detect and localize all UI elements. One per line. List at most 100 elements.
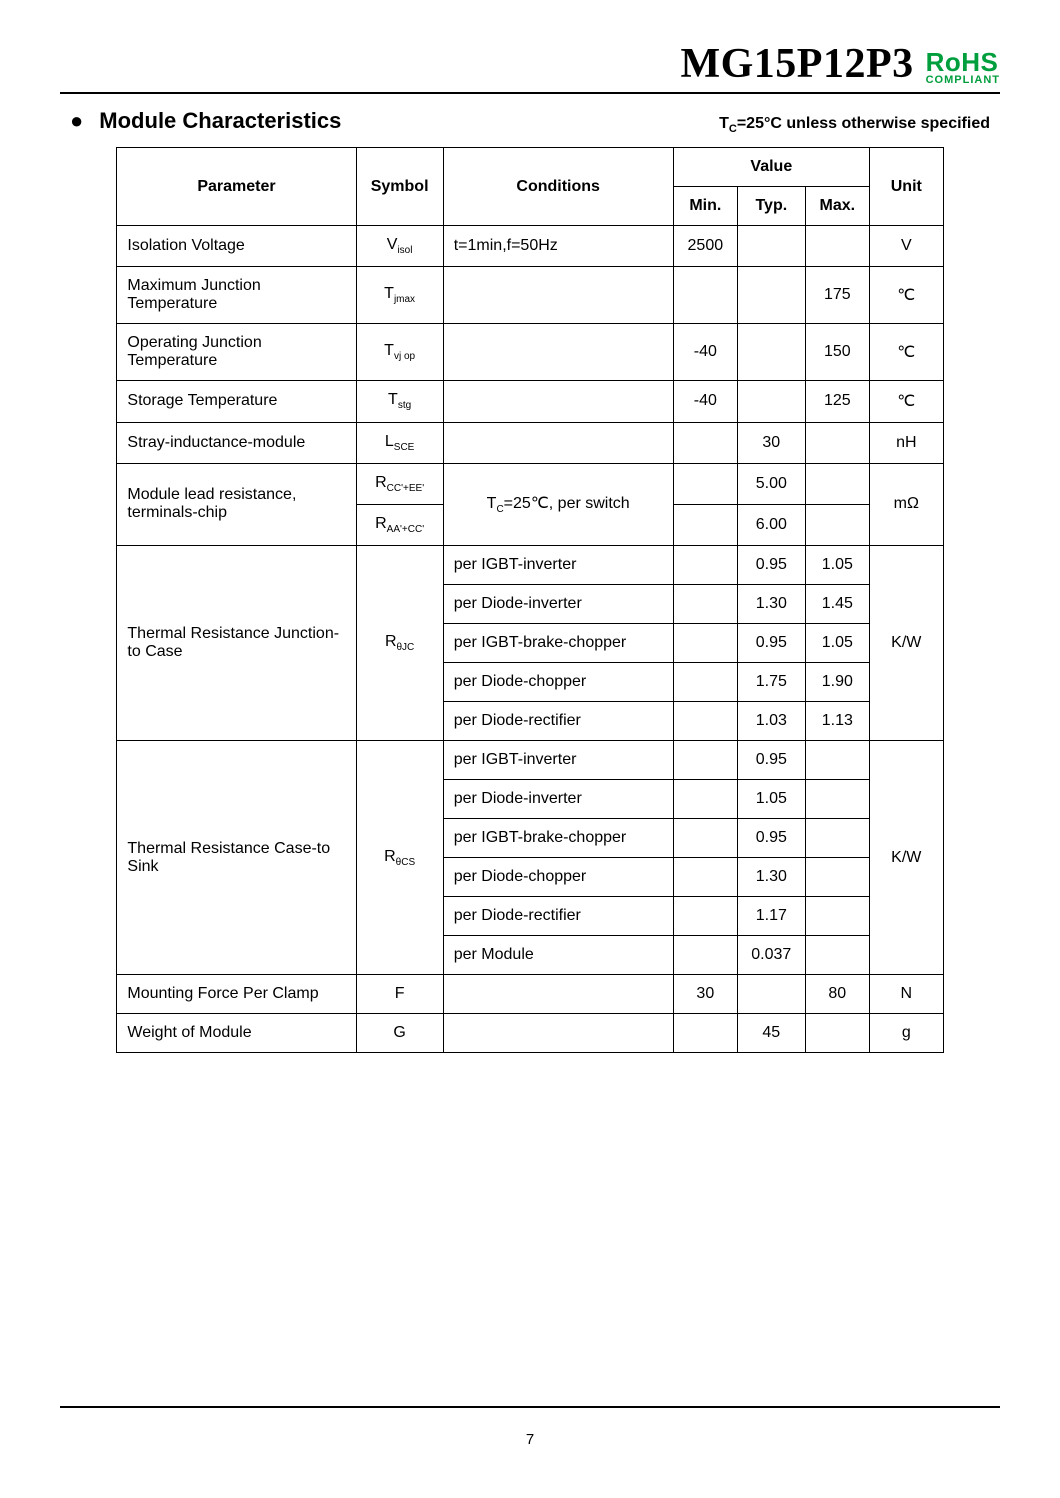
cell-unit: ℃ (869, 324, 943, 381)
cell-min: 30 (673, 975, 737, 1014)
cell-symbol: Tjmax (356, 267, 443, 324)
th-parameter: Parameter (117, 148, 356, 226)
cell-min (673, 1014, 737, 1053)
cell-cond: per Diode-chopper (443, 663, 673, 702)
table-row: Thermal Resistance Junction-to Case RθJC… (117, 546, 943, 585)
cell-param: Weight of Module (117, 1014, 356, 1053)
cell-cond: per Diode-rectifier (443, 897, 673, 936)
cell-max (805, 741, 869, 780)
rohs-badge: RoHS COMPLIANT (926, 49, 1000, 88)
cell-typ: 0.95 (738, 741, 806, 780)
cell-unit: g (869, 1014, 943, 1053)
cell-min (673, 858, 737, 897)
cell-cond: t=1min,f=50Hz (443, 226, 673, 267)
cell-unit: ℃ (869, 381, 943, 422)
cell-cond (443, 381, 673, 422)
th-min: Min. (673, 187, 737, 226)
rohs-label: RoHS (926, 49, 999, 75)
cell-cond (443, 324, 673, 381)
cell-min (673, 546, 737, 585)
footer-rule (60, 1406, 1000, 1408)
cell-max (805, 780, 869, 819)
cell-typ: 0.95 (738, 624, 806, 663)
table-header-row-1: Parameter Symbol Conditions Value Unit (117, 148, 943, 187)
cell-max: 1.45 (805, 585, 869, 624)
cell-max (805, 463, 869, 504)
cell-cond: per IGBT-inverter (443, 546, 673, 585)
note-sub: C (729, 123, 737, 135)
cell-max (805, 897, 869, 936)
cell-min (673, 936, 737, 975)
cell-symbol: LSCE (356, 422, 443, 463)
cell-typ: 45 (738, 1014, 806, 1053)
cell-min (673, 819, 737, 858)
cell-symbol: Visol (356, 226, 443, 267)
cell-param: Operating Junction Temperature (117, 324, 356, 381)
table-row: Stray-inductance-module LSCE 30 nH (117, 422, 943, 463)
cell-unit: V (869, 226, 943, 267)
cell-param: Mounting Force Per Clamp (117, 975, 356, 1014)
cell-typ: 0.037 (738, 936, 806, 975)
cell-typ: 1.03 (738, 702, 806, 741)
cell-cond (443, 422, 673, 463)
table-row: Isolation Voltage Visol t=1min,f=50Hz 25… (117, 226, 943, 267)
th-max: Max. (805, 187, 869, 226)
cell-max (805, 936, 869, 975)
cell-typ: 0.95 (738, 546, 806, 585)
cell-cond: per Module (443, 936, 673, 975)
section-condition-note: TC=25°C unless otherwise specified (719, 115, 990, 135)
cell-cond (443, 267, 673, 324)
rohs-compliant-label: COMPLIANT (926, 75, 1000, 86)
table-row: Thermal Resistance Case-to Sink RθCS per… (117, 741, 943, 780)
cell-param: Thermal Resistance Junction-to Case (117, 546, 356, 741)
cell-min (673, 463, 737, 504)
cell-symbol: Tstg (356, 381, 443, 422)
cell-typ: 1.30 (738, 858, 806, 897)
th-value: Value (673, 148, 869, 187)
cell-symbol: Tvj op (356, 324, 443, 381)
bullet-icon: ● (70, 110, 83, 132)
cell-typ: 1.05 (738, 780, 806, 819)
cell-symbol: G (356, 1014, 443, 1053)
section-title: ● Module Characteristics (70, 108, 341, 134)
cell-max: 1.13 (805, 702, 869, 741)
cell-min (673, 422, 737, 463)
cell-cond: per Diode-inverter (443, 780, 673, 819)
cell-min (673, 267, 737, 324)
cell-cond (443, 975, 673, 1014)
cell-param: Storage Temperature (117, 381, 356, 422)
note-prefix: T (719, 115, 729, 132)
cell-symbol: RAA'+CC' (356, 504, 443, 545)
page-number: 7 (0, 1431, 1060, 1448)
cell-param: Thermal Resistance Case-to Sink (117, 741, 356, 975)
cell-min (673, 663, 737, 702)
cell-typ: 1.17 (738, 897, 806, 936)
cell-typ (738, 226, 806, 267)
cell-cond: per Diode-chopper (443, 858, 673, 897)
cell-param: Isolation Voltage (117, 226, 356, 267)
cell-symbol: RCC'+EE' (356, 463, 443, 504)
cell-max: 80 (805, 975, 869, 1014)
cell-typ: 1.75 (738, 663, 806, 702)
th-symbol: Symbol (356, 148, 443, 226)
cell-min: 2500 (673, 226, 737, 267)
cell-unit: ℃ (869, 267, 943, 324)
cell-typ: 0.95 (738, 819, 806, 858)
cell-max (805, 1014, 869, 1053)
table-row: Weight of Module G 45 g (117, 1014, 943, 1053)
cell-max (805, 819, 869, 858)
th-unit: Unit (869, 148, 943, 226)
cell-max: 1.05 (805, 624, 869, 663)
cell-min (673, 504, 737, 545)
section-title-text: Module Characteristics (99, 108, 341, 134)
cell-typ (738, 975, 806, 1014)
cell-min (673, 780, 737, 819)
cell-cond: TC=25℃, per switch (443, 463, 673, 545)
cell-param: Maximum Junction Temperature (117, 267, 356, 324)
cell-min (673, 585, 737, 624)
table-row: Operating Junction Temperature Tvj op -4… (117, 324, 943, 381)
cell-symbol: RθCS (356, 741, 443, 975)
cell-symbol: RθJC (356, 546, 443, 741)
cell-max: 1.05 (805, 546, 869, 585)
cell-unit: mΩ (869, 463, 943, 545)
